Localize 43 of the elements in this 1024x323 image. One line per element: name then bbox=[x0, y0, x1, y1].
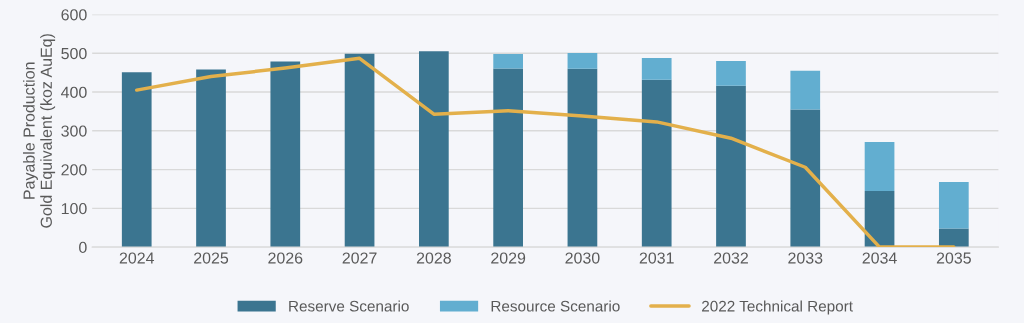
bar bbox=[419, 51, 449, 248]
bar bbox=[567, 52, 598, 69]
y-tick-label: 400 bbox=[61, 86, 87, 98]
bar bbox=[790, 70, 821, 110]
x-tick-label: 2034 bbox=[862, 252, 897, 264]
legend-label: 2022 Technical Report bbox=[702, 300, 853, 315]
bar bbox=[716, 61, 746, 86]
x-tick-label: 2029 bbox=[491, 252, 526, 264]
x-tick-label: 2031 bbox=[639, 252, 674, 264]
bar bbox=[270, 61, 301, 248]
bar bbox=[641, 57, 672, 80]
x-tick-label: 2030 bbox=[565, 252, 600, 264]
y-axis-title: Payable Production Gold Equivalent (koz AuEq) bbox=[23, 34, 56, 228]
bar bbox=[641, 79, 672, 248]
bar bbox=[790, 109, 821, 248]
bar bbox=[864, 190, 895, 248]
bar bbox=[493, 54, 523, 69]
x-tick-label: 2032 bbox=[714, 252, 748, 264]
bar bbox=[716, 85, 746, 248]
legend-label: Resource Scenario bbox=[491, 300, 620, 312]
y-tick-label: 300 bbox=[61, 125, 87, 137]
bar bbox=[344, 53, 375, 248]
x-tick-label: 2026 bbox=[268, 252, 303, 264]
x-tick-label: 2028 bbox=[416, 252, 451, 264]
bar bbox=[938, 181, 969, 229]
x-tick-label: 2025 bbox=[194, 252, 229, 264]
y-tick-label: 600 bbox=[61, 9, 87, 21]
bar bbox=[567, 68, 598, 248]
line-series bbox=[134, 56, 956, 248]
x-tick-label: 2024 bbox=[119, 252, 155, 264]
y-tick-label: 200 bbox=[61, 164, 87, 176]
legend-label: Reserve Scenario bbox=[289, 300, 409, 312]
x-tick-label: 2035 bbox=[936, 252, 971, 264]
y-tick-label: 100 bbox=[61, 202, 87, 215]
bar bbox=[493, 68, 523, 248]
bar bbox=[196, 69, 226, 248]
bar bbox=[864, 142, 895, 191]
bar bbox=[938, 228, 969, 248]
x-tick-label: 2033 bbox=[788, 252, 823, 264]
x-tick-label: 2027 bbox=[342, 252, 377, 264]
y-tick-label: 0 bbox=[79, 241, 87, 254]
bar bbox=[121, 72, 152, 248]
y-tick-label: 500 bbox=[61, 47, 87, 60]
